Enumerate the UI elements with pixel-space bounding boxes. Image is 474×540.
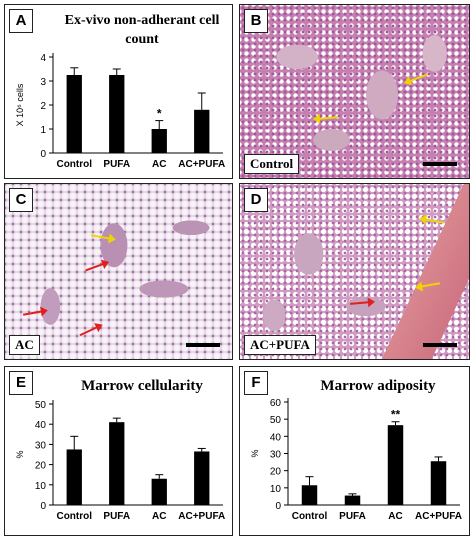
scale-bar bbox=[423, 162, 457, 166]
chart-e: Marrow cellularity 0 10 20 30 40 50% Control PUF… bbox=[15, 378, 225, 522]
chart-f: Marrow adiposity 0 10 20 30 40 50 60% Control PUF… bbox=[250, 378, 462, 522]
panel-caption-control: Control bbox=[244, 154, 300, 174]
y-tick-label: 40 bbox=[35, 420, 47, 431]
y-tick-label: 40 bbox=[270, 432, 282, 443]
y-tick-label: 2 bbox=[40, 101, 46, 112]
bar bbox=[109, 422, 125, 505]
bar bbox=[194, 109, 210, 153]
chart-title: count bbox=[125, 32, 159, 47]
significance-marker: * bbox=[157, 107, 162, 121]
y-tick-label: 0 bbox=[275, 501, 281, 512]
y-tick-label: 20 bbox=[270, 467, 282, 478]
bar bbox=[194, 451, 210, 505]
x-tick-label: Control bbox=[56, 511, 92, 522]
bar bbox=[151, 129, 167, 153]
x-tick-label: AC bbox=[152, 159, 166, 170]
x-tick-label: AC+PUFA bbox=[178, 159, 225, 170]
chart-title: Marrow adiposity bbox=[320, 378, 436, 394]
y-tick-label: 4 bbox=[40, 53, 46, 64]
bar bbox=[151, 478, 167, 505]
chart-a: Ex-vivo non-adherant cell count 0 1 2 3 4 X 10⁶… bbox=[15, 13, 225, 170]
bar bbox=[66, 75, 82, 153]
y-tick-label: 10 bbox=[35, 481, 47, 492]
histology-image-control bbox=[240, 5, 469, 178]
panel-c: C AC bbox=[4, 183, 233, 360]
x-tick-label: AC+PUFA bbox=[415, 511, 462, 522]
bar bbox=[109, 75, 125, 153]
y-tick-label: 60 bbox=[270, 398, 282, 409]
chart-title: Marrow cellularity bbox=[81, 378, 203, 394]
scale-bar bbox=[186, 343, 220, 347]
x-tick-label: PUFA bbox=[103, 511, 130, 522]
y-tick-label: 0 bbox=[40, 501, 46, 512]
y-axis-label: % bbox=[250, 449, 260, 457]
panel-b: B Control bbox=[239, 4, 470, 179]
panel-letter-b: B bbox=[244, 9, 268, 33]
x-tick-label: AC bbox=[388, 511, 402, 522]
bar bbox=[344, 495, 361, 505]
bar bbox=[387, 425, 404, 505]
y-tick-label: 50 bbox=[35, 400, 47, 411]
x-tick-label: PUFA bbox=[103, 159, 130, 170]
histology-image-ac bbox=[5, 184, 232, 359]
x-tick-label: AC+PUFA bbox=[178, 511, 225, 522]
panel-letter-c: C bbox=[9, 188, 33, 212]
y-tick-label: 0 bbox=[40, 149, 46, 160]
panel-letter-a: A bbox=[9, 9, 33, 33]
panel-letter-e: E bbox=[9, 371, 33, 395]
y-tick-label: 30 bbox=[35, 440, 47, 451]
scale-bar bbox=[423, 343, 457, 347]
panel-d: D AC+PUFA bbox=[239, 183, 470, 360]
y-axis-label: X 10⁶ cells bbox=[15, 83, 25, 126]
histology-image-ac-pufa bbox=[240, 184, 469, 359]
panel-f: F Marrow adiposity 0 10 20 30 40 50 60% Control P… bbox=[239, 366, 470, 536]
y-tick-label: 30 bbox=[270, 450, 282, 461]
y-tick-label: 10 bbox=[270, 484, 282, 495]
chart-title: Ex-vivo non-adherant cell bbox=[65, 13, 220, 28]
panel-caption-ac-pufa: AC+PUFA bbox=[244, 335, 316, 355]
panel-e: E Marrow cellularity 0 10 20 30 40 50% Control P… bbox=[4, 366, 233, 536]
x-tick-label: Control bbox=[292, 511, 328, 522]
x-tick-label: Control bbox=[56, 159, 92, 170]
x-tick-label: AC bbox=[152, 511, 166, 522]
significance-marker: ** bbox=[391, 408, 401, 422]
panel-letter-f: F bbox=[244, 371, 268, 395]
y-axis-label: % bbox=[15, 450, 25, 458]
bar bbox=[430, 461, 447, 505]
bar bbox=[66, 449, 82, 505]
y-tick-label: 3 bbox=[40, 77, 46, 88]
y-tick-label: 20 bbox=[35, 461, 47, 472]
x-tick-label: PUFA bbox=[339, 511, 366, 522]
bar bbox=[301, 485, 318, 505]
panel-letter-d: D bbox=[244, 188, 268, 212]
panel-caption-ac: AC bbox=[9, 335, 40, 355]
panel-a: A Ex-vivo non-adherant cell count 0 1 2 3 4 X 1… bbox=[4, 4, 233, 179]
y-tick-label: 1 bbox=[40, 125, 46, 136]
y-tick-label: 50 bbox=[270, 415, 282, 426]
